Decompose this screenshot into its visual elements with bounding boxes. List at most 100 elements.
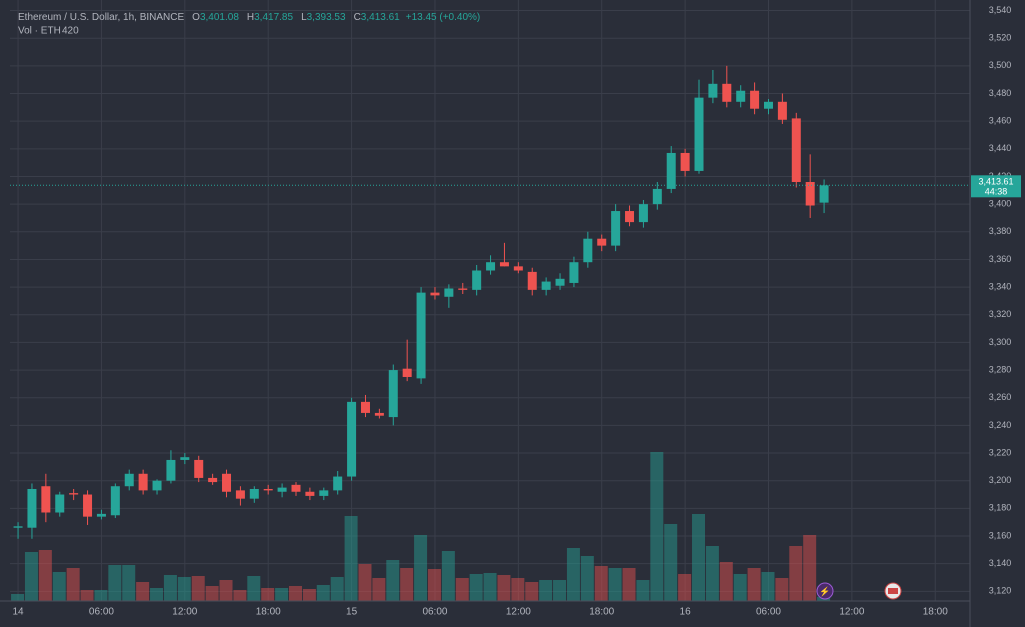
x-tick-label: 14 (12, 607, 24, 618)
y-tick-label: 3,480 (989, 88, 1012, 98)
candle-body (347, 401, 357, 477)
volume-bar (80, 590, 94, 601)
y-tick-label: 3,200 (989, 475, 1012, 485)
candle-body (666, 152, 676, 189)
volume-bar (469, 574, 483, 601)
candle-body (416, 292, 426, 379)
axes: 3,120 3,140 3,160 3,180 3,200 3,220 3,240 3,260… (10, 5, 1021, 618)
volume-bar (539, 580, 553, 601)
volume-bar (11, 594, 25, 601)
y-tick-label: 3,180 (989, 503, 1012, 513)
candle-body (652, 188, 662, 205)
volume-bar (94, 590, 108, 601)
y-tick-label: 3,260 (989, 392, 1012, 402)
candle-body (222, 473, 232, 492)
volume-legend-label: Vol · ETH (18, 26, 61, 37)
candle-body (291, 484, 301, 492)
flag-glyph (888, 588, 898, 594)
ohlc-label: L (301, 12, 307, 23)
legend-line: Ethereum / U.S. Dollar, 1h, BINANCE O3,40… (18, 12, 480, 23)
candle-body (694, 97, 704, 171)
volume-bar (52, 572, 66, 601)
volume-bar (650, 452, 664, 601)
candle-body (472, 270, 482, 290)
volume-bar (761, 572, 775, 601)
candle-body (486, 262, 496, 271)
candle-body (13, 526, 23, 528)
ohlc-value: 3,401.08 (200, 12, 239, 23)
x-tick-label: 06:00 (422, 607, 447, 618)
x-tick-label: 18:00 (923, 607, 948, 618)
ohlc-label: H (247, 12, 254, 23)
candle-body (194, 459, 204, 478)
volume-bar (483, 573, 497, 601)
candle-body (819, 185, 829, 203)
volume-bar (747, 568, 761, 601)
volume-bar (692, 514, 706, 601)
volume-bar (719, 562, 733, 601)
volume-bar (219, 580, 233, 601)
volume-bar (497, 575, 511, 601)
candle-body (249, 488, 259, 499)
candle-body (333, 476, 343, 491)
candle-body (263, 488, 273, 491)
volume-bar (38, 550, 52, 601)
volume-bar (622, 568, 636, 601)
x-tick-label: 12:00 (506, 607, 531, 618)
candle-body (180, 457, 190, 460)
event-icon[interactable] (816, 582, 834, 600)
x-tick-label: 18:00 (589, 607, 614, 618)
candle-body (110, 486, 120, 516)
y-tick-label: 3,360 (989, 254, 1012, 264)
volume-bar (664, 524, 678, 601)
candle-body (499, 262, 509, 267)
event-icons: ⚡ (816, 582, 902, 600)
x-tick-label: 15 (346, 607, 358, 618)
candle-body (55, 494, 65, 513)
price-label: 3,413.61 (978, 177, 1013, 187)
candle-body (583, 238, 593, 263)
volume-bar (608, 568, 622, 601)
y-tick-label: 3,140 (989, 558, 1012, 568)
candle-body (763, 101, 773, 109)
candle-body (41, 486, 51, 513)
volume-bar (775, 578, 789, 601)
x-tick-label: 06:00 (756, 607, 781, 618)
candle-body (388, 370, 398, 418)
y-tick-label: 3,320 (989, 309, 1012, 319)
ohlc-value: 3,393.53 (307, 12, 346, 23)
event-icon-glyph: ⚡ (819, 585, 830, 597)
candle-body (138, 473, 148, 491)
y-tick-label: 3,440 (989, 143, 1012, 153)
candle-body (152, 480, 162, 491)
candle-body (305, 491, 315, 496)
volume-bar (275, 588, 289, 601)
volume-bar (136, 582, 150, 601)
volume-bar (441, 551, 455, 601)
x-tick-label: 06:00 (89, 607, 114, 618)
candle-layer (13, 65, 829, 539)
volume-bar (205, 586, 219, 601)
volume-bar (525, 582, 539, 601)
candle-body (736, 90, 746, 102)
volume-legend-value: 420 (62, 26, 79, 37)
volume-bar (344, 516, 358, 601)
volume-bar (580, 556, 594, 601)
candle-body (402, 368, 412, 377)
y-tick-label: 3,520 (989, 33, 1012, 43)
candle-body (235, 490, 245, 499)
legend: Ethereum / U.S. Dollar, 1h, BINANCE O3,40… (18, 12, 480, 37)
candle-body (83, 494, 93, 517)
candle-body (611, 211, 621, 246)
candle-body (527, 271, 537, 290)
ohlc-label: C (354, 12, 361, 23)
change-value: +13.45 (+0.40%) (406, 12, 481, 23)
candle-body (27, 488, 37, 528)
candle-body (374, 412, 384, 416)
y-tick-label: 3,380 (989, 226, 1012, 236)
volume-bar (330, 577, 344, 601)
y-tick-label: 3,500 (989, 60, 1012, 70)
volume-bar (302, 589, 316, 601)
volume-bar (594, 566, 608, 601)
